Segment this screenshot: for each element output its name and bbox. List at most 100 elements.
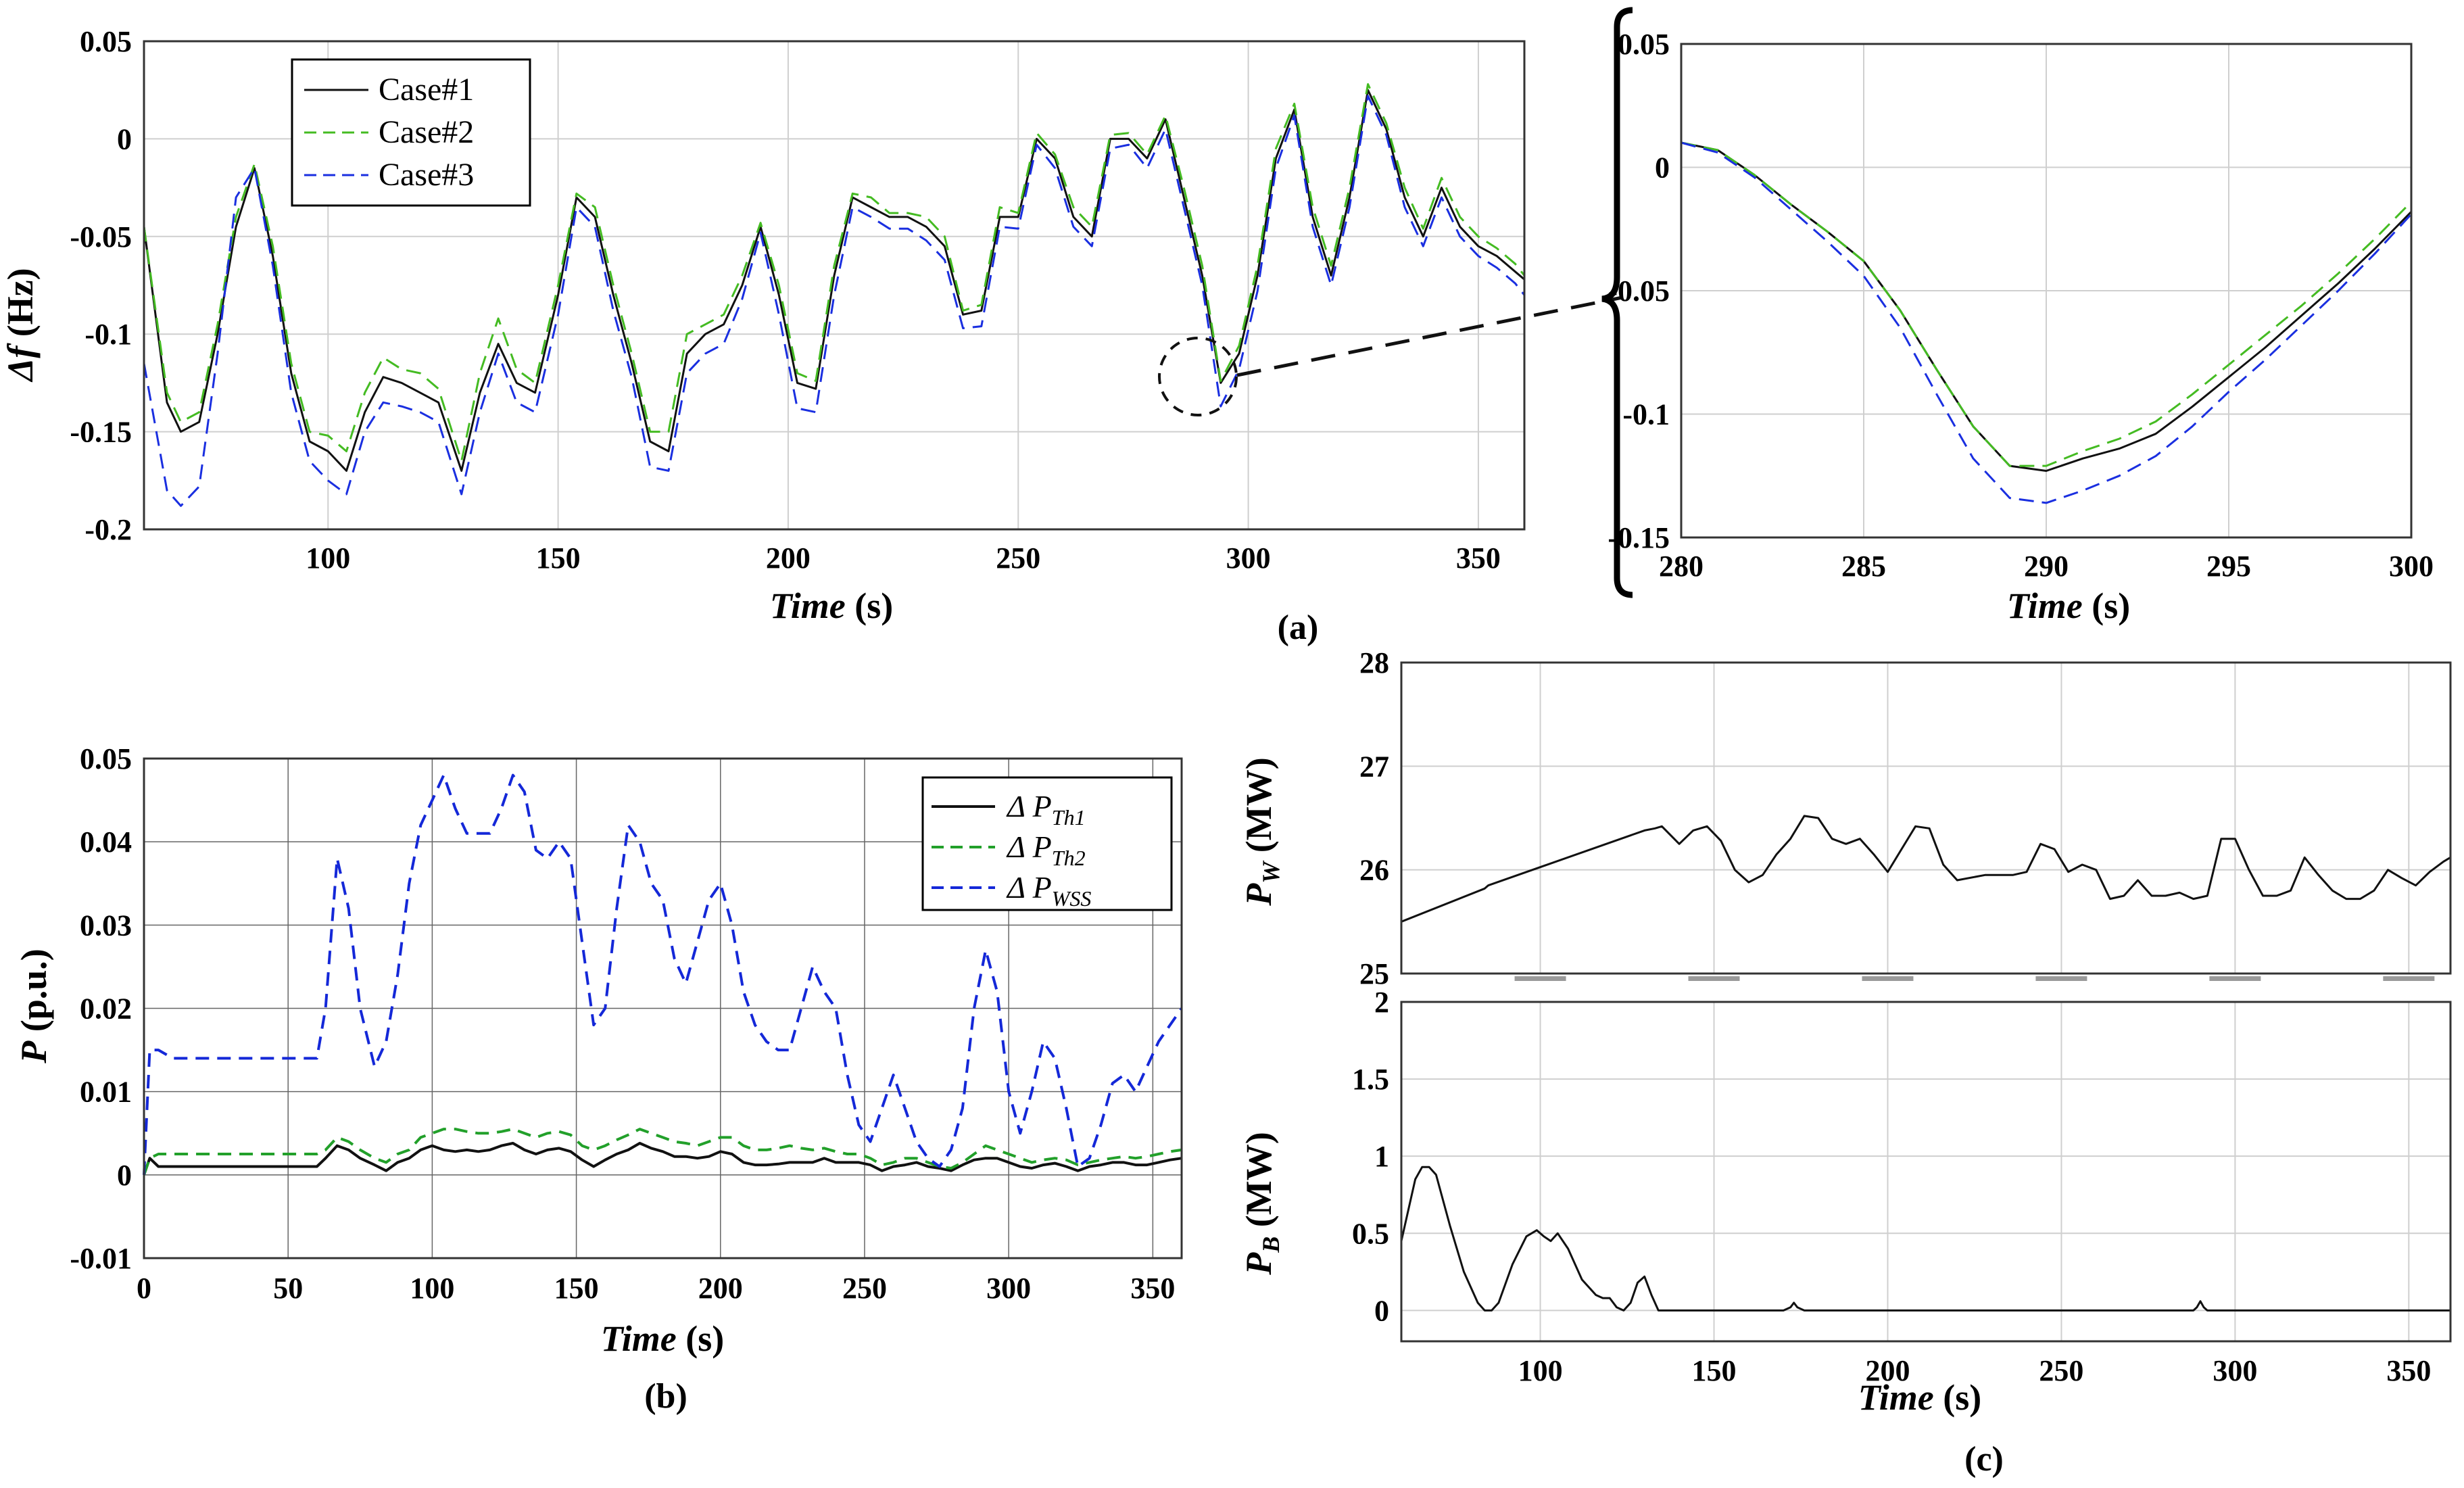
x-tick-label: 350: [1130, 1272, 1175, 1305]
x-tick-label: 100: [1518, 1354, 1563, 1387]
clipped-tick-label: [2209, 976, 2261, 981]
panel-c-top-frame: [1400, 661, 2452, 975]
caption-b: (b): [644, 1377, 687, 1416]
y-tick-label: 0.5: [1352, 1217, 1389, 1250]
panel-c-bottom-chart: 0 0.5 1 1.5 2 100 150 200 250 300 350 PB (MW) Time…: [1238, 986, 2452, 1418]
y-tick-label: 25: [1359, 957, 1389, 990]
x-tick-label: 250: [2039, 1354, 2083, 1387]
clipped-tick-label: [2035, 976, 2087, 981]
panel-b-legend: Δ PTh1 Δ PTh2 Δ PWSS: [921, 776, 1173, 911]
x-tick-label: 0: [137, 1272, 151, 1305]
panel-a-xlabel: Time (s): [770, 585, 893, 626]
series-line-case-3: [143, 95, 1526, 507]
clipped-tick-label: [1514, 976, 1566, 981]
y-tick-label: 0: [1655, 151, 1670, 185]
x-tick-label: 100: [410, 1272, 454, 1305]
legend-label-case2: Case#2: [379, 114, 474, 150]
y-tick-label: 1: [1374, 1140, 1389, 1173]
panel-a-zoom-xlabel: Time (s): [2007, 585, 2130, 626]
y-tick-label: -0.01: [70, 1242, 132, 1275]
caption-c: (c): [1964, 1440, 2004, 1479]
y-tick-label: 0.05: [80, 25, 132, 58]
y-tick-label: -0.05: [1608, 274, 1670, 308]
x-tick-label: 285: [1841, 550, 1886, 583]
x-tick-label: 50: [273, 1272, 303, 1305]
legend-label-case1: Case#1: [379, 72, 474, 107]
panel-a-main-frame: [143, 40, 1526, 531]
panel-c-top-clipped-ticks: [1514, 976, 2435, 981]
x-tick-label: 300: [1226, 542, 1271, 575]
clipped-tick-label: [1688, 976, 1740, 981]
x-tick-label: 280: [1659, 550, 1704, 583]
zoom-connector-line: [1236, 295, 1623, 377]
legend-label-wss: Δ PWSS: [1006, 870, 1091, 911]
y-tick-label: 0: [117, 1159, 132, 1192]
x-tick-label: 150: [554, 1272, 599, 1305]
x-tick-label: 350: [2386, 1354, 2431, 1387]
panel-b-frame: [143, 757, 1183, 1259]
y-tick-label: 0: [1374, 1294, 1389, 1327]
panel-c-xlabel: Time (s): [1858, 1377, 1981, 1418]
legend-label-th1: Δ PTh1: [1006, 789, 1086, 830]
zoom-brace: [1601, 7, 1633, 598]
x-tick-label: 150: [536, 542, 581, 575]
y-tick-label: 0: [117, 122, 132, 155]
panel-a-zoom-chart: -0.15 -0.1 -0.05 0 0.05 280 285 290 295 300 Time …: [1608, 28, 2434, 626]
clipped-tick-label: [2383, 976, 2435, 981]
x-tick-label: 300: [2389, 550, 2434, 583]
panel-a-legend: Case#1 Case#2 Case#3: [291, 58, 531, 207]
caption-a: (a): [1278, 608, 1319, 647]
x-tick-label: 250: [996, 542, 1040, 575]
series-line--p-th1: [143, 1142, 1182, 1176]
x-tick-label: 100: [306, 542, 350, 575]
panel-c-top-chart: 25 26 27 28 PW (MW): [1238, 646, 2452, 990]
panel-a-zoom-frame: [1680, 43, 2413, 539]
panel-b-xlabel: Time (s): [601, 1318, 724, 1359]
panel-a-ylabel: Δf (Hz): [0, 268, 41, 382]
y-tick-label: -0.15: [70, 416, 132, 449]
panel-b-ylabel: P (p.u.): [14, 949, 54, 1064]
series-line-case-2: [143, 83, 1526, 462]
y-tick-label: 1.5: [1352, 1063, 1389, 1096]
x-tick-label: 200: [1865, 1354, 1910, 1387]
y-tick-label: 28: [1359, 646, 1389, 679]
y-tick-label: 0.03: [80, 909, 132, 942]
series-line-p-w: [1401, 815, 2451, 923]
y-tick-label: 0.01: [80, 1076, 132, 1109]
y-tick-label: 26: [1359, 854, 1389, 887]
y-tick-label: 2: [1374, 986, 1389, 1019]
y-tick-label: -0.1: [1622, 398, 1670, 431]
y-tick-label: 0.05: [80, 742, 132, 775]
legend-label-th2: Δ PTh2: [1006, 830, 1086, 870]
x-tick-label: 295: [2206, 550, 2251, 583]
panel-a-main-chart: -0.2 -0.15 -0.1 -0.05 0 0.05 100 150 200 250 300 35…: [0, 25, 1623, 626]
series-line-p-b: [1400, 1166, 2450, 1312]
y-tick-label: 0.04: [80, 825, 132, 859]
y-tick-label: -0.1: [84, 318, 132, 351]
x-tick-label: 290: [2024, 550, 2069, 583]
x-tick-label: 300: [2213, 1354, 2257, 1387]
clipped-tick-label: [1862, 976, 1914, 981]
x-tick-label: 200: [766, 542, 811, 575]
y-tick-label: -0.2: [84, 513, 132, 546]
x-tick-label: 200: [698, 1272, 743, 1305]
y-tick-label: 0.05: [1618, 28, 1670, 61]
y-tick-label: 0.02: [80, 992, 132, 1026]
series-line--p-th2: [143, 1128, 1182, 1176]
x-tick-label: 150: [1692, 1354, 1737, 1387]
y-tick-label: 27: [1359, 750, 1389, 783]
series-line-case-3: [1681, 141, 2413, 504]
y-tick-label: -0.15: [1608, 521, 1670, 554]
x-tick-label: 250: [842, 1272, 887, 1305]
panel-c-top-ylabel: PW (MW): [1238, 757, 1284, 906]
panel-c-bottom-frame: [1400, 1001, 2452, 1343]
panel-c-bottom-ylabel: PB (MW): [1238, 1132, 1284, 1275]
zoom-circle: [1158, 337, 1238, 416]
x-tick-label: 350: [1456, 542, 1501, 575]
series-line-case-1: [143, 89, 1525, 472]
legend-label-case3: Case#3: [379, 157, 474, 193]
y-tick-label: -0.05: [70, 220, 132, 254]
x-tick-label: 300: [986, 1272, 1031, 1305]
